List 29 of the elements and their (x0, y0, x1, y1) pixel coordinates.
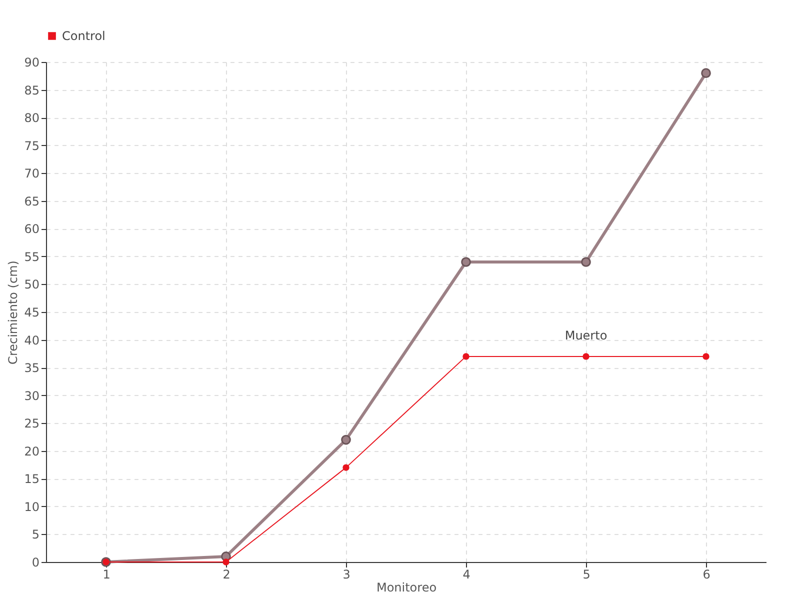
y-tick-label: 75 (24, 138, 40, 153)
y-tick-label: 85 (24, 83, 40, 98)
y-tick-label: 35 (24, 361, 40, 376)
y-tick-label: 65 (24, 194, 40, 208)
y-tick-label: 15 (24, 472, 40, 486)
y-tick-label: 5 (32, 528, 40, 542)
y-tick-label: 0 (32, 556, 40, 570)
y-tick-label: 50 (24, 278, 40, 292)
x-tick-label: 2 (222, 568, 230, 582)
x-tick-label: 5 (582, 568, 590, 582)
x-tick-label: 3 (342, 568, 350, 582)
x-axis-title: Monitoreo (376, 580, 437, 594)
y-tick-label: 70 (24, 166, 40, 181)
y-tick-label: 25 (24, 416, 40, 431)
y-tick-label: 30 (24, 388, 40, 403)
y-tick-label: 80 (24, 111, 40, 126)
annotation: Muerto (564, 328, 608, 342)
y-tick-label: 90 (24, 56, 40, 70)
y-axis-title: Crecimiento (cm) (6, 260, 20, 364)
x-tick-label: 6 (702, 568, 710, 582)
y-tick-label: 10 (24, 500, 40, 514)
legend-label: Control (62, 29, 106, 43)
y-tick-label: 40 (24, 333, 40, 348)
x-tick-label: 1 (102, 568, 110, 582)
x-tick-label: 4 (462, 568, 470, 582)
y-tick-label: 55 (24, 250, 40, 264)
y-tick-label: 60 (24, 222, 40, 236)
y-tick-label: 20 (24, 444, 40, 458)
y-tick-label: 45 (24, 306, 40, 320)
